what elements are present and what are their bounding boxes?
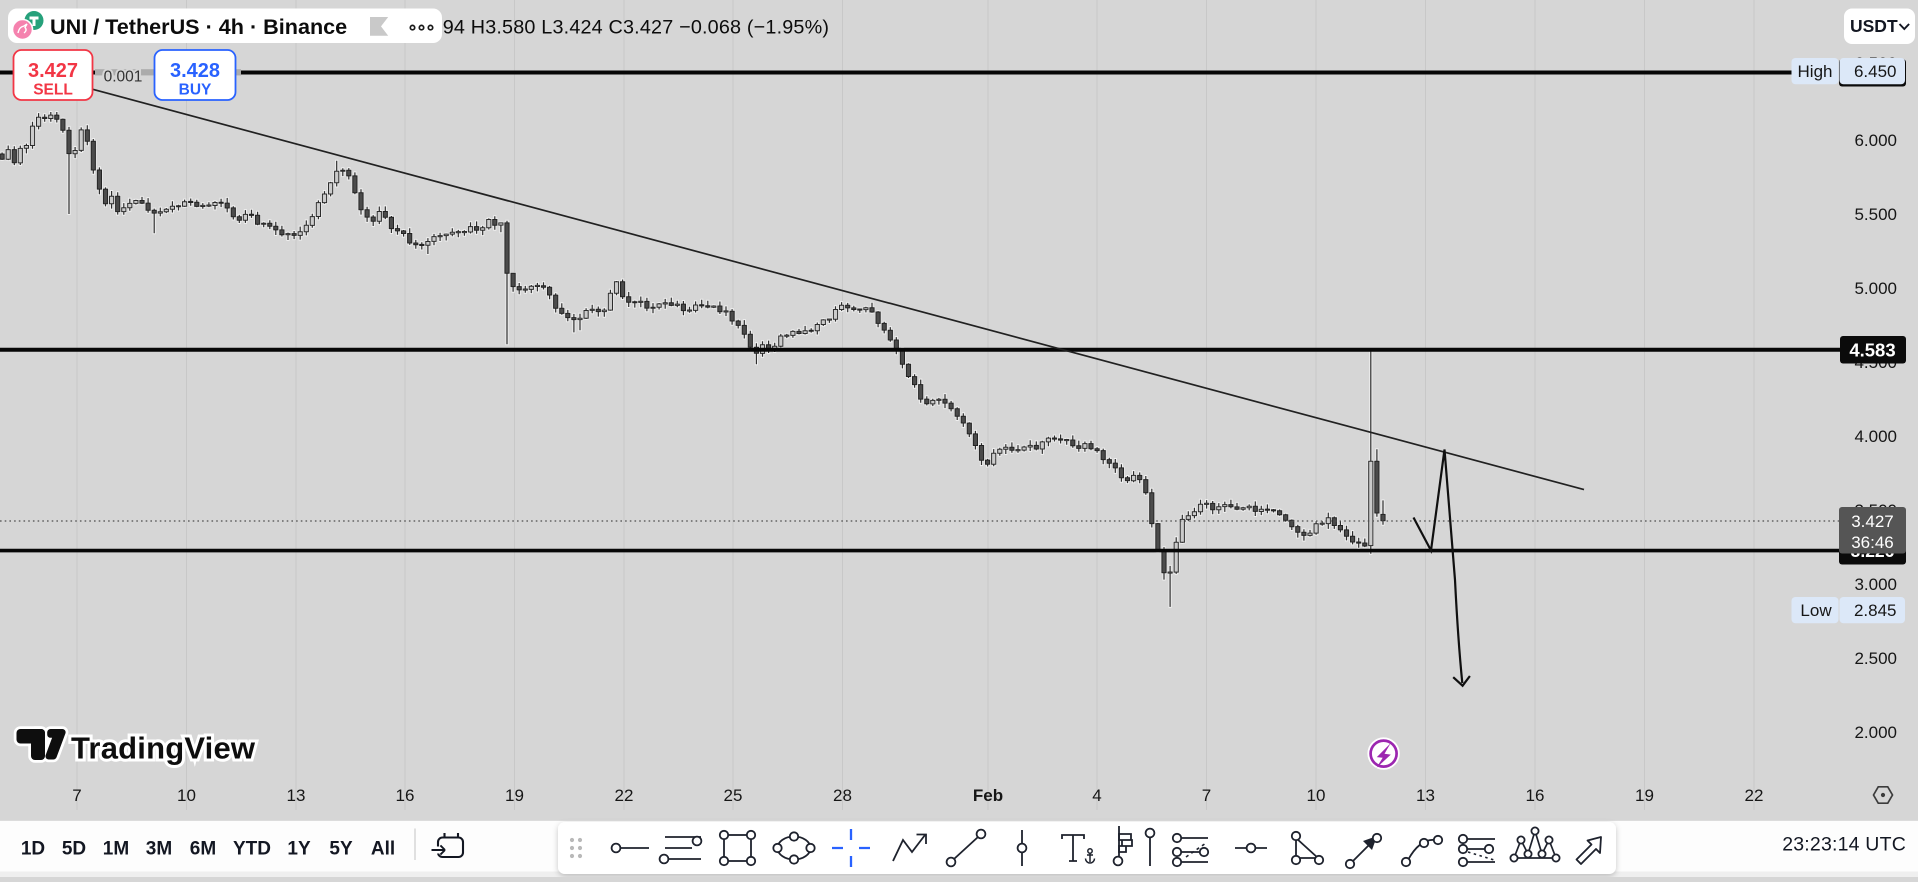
svg-text:UNI / TetherUS · 4h · Binance: UNI / TetherUS · 4h · Binance [50, 14, 347, 39]
svg-text:3.427: 3.427 [28, 60, 78, 82]
svg-text:0.001: 0.001 [104, 69, 143, 86]
svg-text:2.500: 2.500 [1854, 649, 1897, 668]
svg-text:3M: 3M [146, 839, 172, 860]
svg-text:O3.494 H3.580 L3.424 C3.427 −0: O3.494 H3.580 L3.424 C3.427 −0.068 (−1.9… [399, 17, 829, 39]
svg-text:High: High [1798, 62, 1833, 81]
svg-text:4: 4 [1092, 786, 1101, 805]
svg-text:YTD: YTD [233, 839, 271, 860]
svg-text:USDT: USDT [1850, 16, 1898, 36]
svg-text:1M: 1M [103, 839, 129, 860]
svg-text:16: 16 [1526, 786, 1545, 805]
svg-text:19: 19 [505, 786, 524, 805]
svg-text:6.450: 6.450 [1854, 62, 1897, 81]
svg-text:28: 28 [833, 786, 852, 805]
svg-text:6M: 6M [190, 839, 216, 860]
svg-text:3.427: 3.427 [1851, 512, 1894, 531]
svg-text:5.500: 5.500 [1854, 205, 1897, 224]
svg-text:5Y: 5Y [329, 839, 353, 860]
svg-text:1Y: 1Y [287, 839, 311, 860]
svg-text:All: All [371, 839, 395, 860]
svg-text:TradingView: TradingView [71, 731, 256, 766]
svg-text:10: 10 [177, 786, 196, 805]
svg-text:5D: 5D [62, 839, 86, 860]
svg-text:10: 10 [1307, 786, 1326, 805]
svg-text:6.000: 6.000 [1854, 131, 1897, 150]
svg-text:SELL: SELL [33, 82, 73, 99]
svg-text:2.845: 2.845 [1854, 601, 1897, 620]
svg-text:23:23:14 UTC: 23:23:14 UTC [1782, 834, 1906, 856]
svg-text:Low: Low [1800, 601, 1832, 620]
svg-text:13: 13 [1416, 786, 1435, 805]
svg-text:7: 7 [72, 786, 81, 805]
svg-text:13: 13 [287, 786, 306, 805]
svg-text:7: 7 [1202, 786, 1211, 805]
svg-text:22: 22 [615, 786, 634, 805]
svg-text:22: 22 [1745, 786, 1764, 805]
svg-text:5.000: 5.000 [1854, 279, 1897, 298]
svg-text:16: 16 [396, 786, 415, 805]
svg-text:1D: 1D [21, 839, 45, 860]
svg-text:3.000: 3.000 [1854, 575, 1897, 594]
svg-text:3.428: 3.428 [170, 60, 220, 82]
svg-text:4.583: 4.583 [1849, 339, 1895, 360]
svg-text:19: 19 [1635, 786, 1654, 805]
svg-text:4.000: 4.000 [1854, 427, 1897, 446]
svg-text:Feb: Feb [973, 786, 1003, 805]
svg-text:2.000: 2.000 [1854, 723, 1897, 742]
svg-text:25: 25 [724, 786, 743, 805]
svg-text:36:46: 36:46 [1851, 533, 1894, 552]
svg-text:BUY: BUY [179, 82, 212, 99]
